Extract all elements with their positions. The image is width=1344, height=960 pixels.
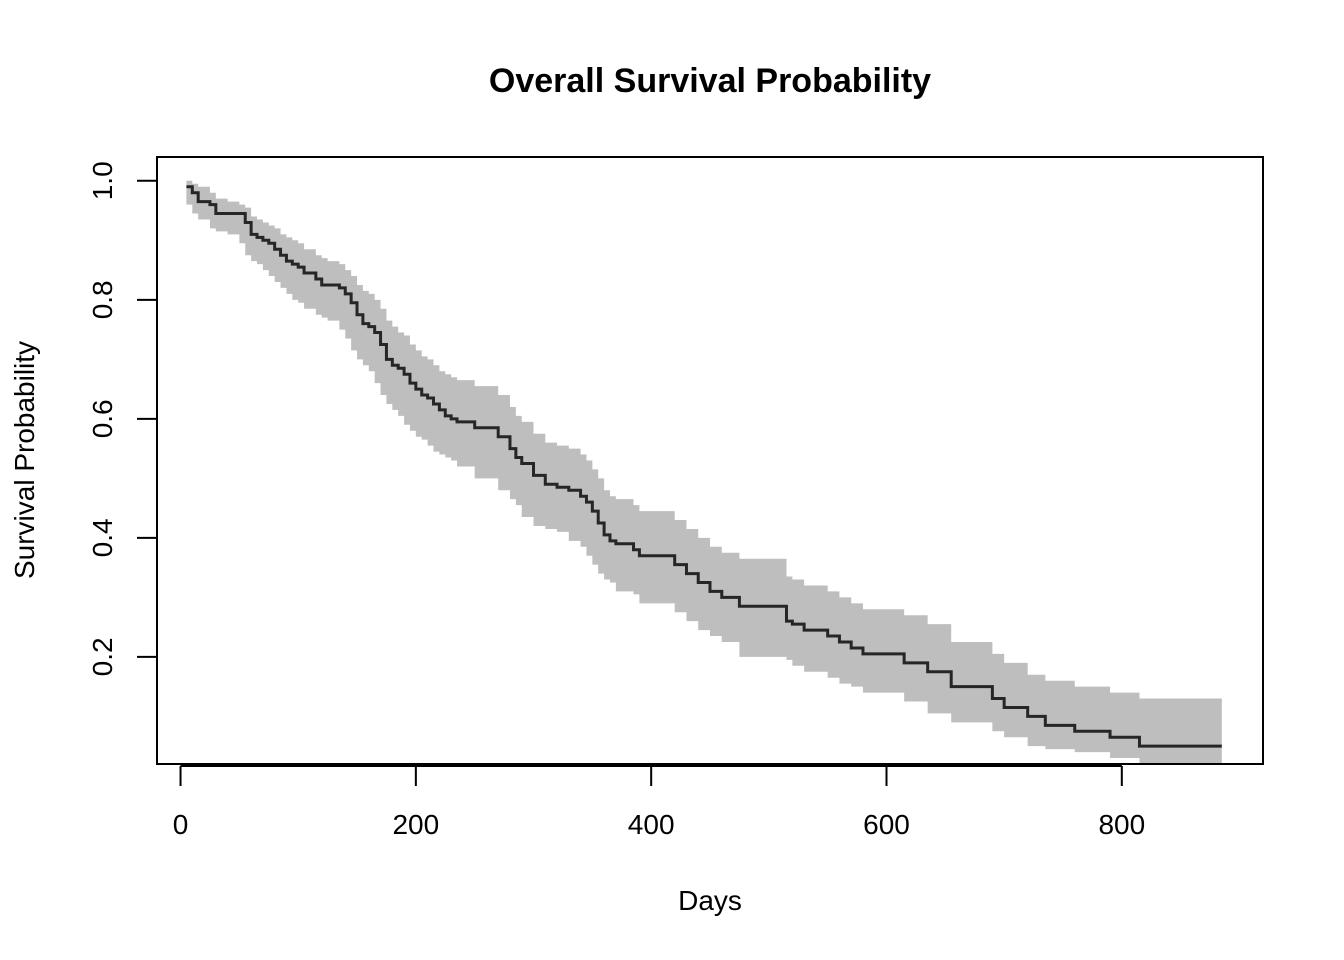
y-tick-label: 1.0 xyxy=(87,161,118,200)
x-tick-label: 400 xyxy=(628,809,675,840)
x-axis: 0 200 400 600 800 xyxy=(173,765,1145,840)
confidence-band xyxy=(186,180,1222,765)
x-tick-label: 0 xyxy=(173,809,189,840)
y-tick-label: 0.8 xyxy=(87,280,118,319)
y-tick-label: 0.2 xyxy=(87,637,118,676)
plot-frame xyxy=(156,156,1264,765)
survival-curve xyxy=(186,185,1222,748)
x-tick-label: 600 xyxy=(863,809,910,840)
x-axis-label: Days xyxy=(678,885,742,916)
plot-area xyxy=(186,180,1222,765)
y-axis: 0.2 0.4 0.6 0.8 1.0 xyxy=(87,161,158,676)
y-tick-label: 0.4 xyxy=(87,518,118,557)
y-axis-label: Survival Probability xyxy=(9,341,40,579)
y-tick-label: 0.6 xyxy=(87,399,118,438)
x-tick-label: 800 xyxy=(1098,809,1145,840)
chart-title: Overall Survival Probability xyxy=(489,62,931,100)
x-tick-label: 200 xyxy=(392,809,439,840)
